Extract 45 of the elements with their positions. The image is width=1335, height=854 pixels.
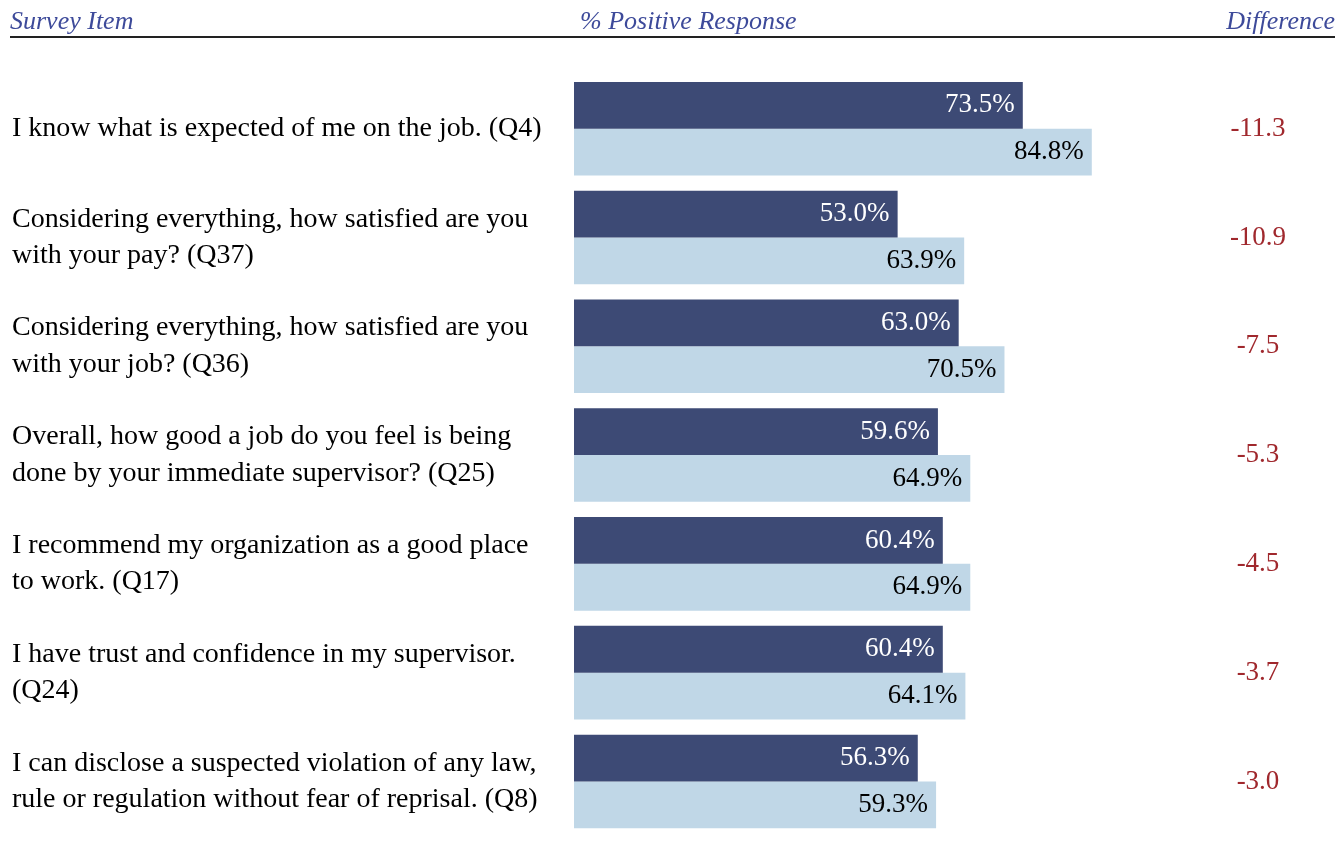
y-tick-label: I have trust and confidence in my supervisor. (Q24): [12, 636, 516, 705]
y-tick-label: I know what is expected of me on the job. (Q4): [12, 111, 542, 143]
y-axis-title: Survey Item: [10, 6, 134, 36]
data-label: 64.9%: [892, 570, 963, 601]
bar: [574, 190, 898, 238]
text: -3.7: [1236, 655, 1280, 686]
bar: [574, 455, 971, 502]
bar: [574, 734, 918, 782]
data-label: 60.4%: [865, 523, 935, 554]
text: -5.3: [1236, 438, 1280, 469]
bar: [574, 517, 943, 564]
text: -11.3: [1230, 111, 1286, 142]
bar: [574, 299, 959, 347]
y-tick-label: I recommend my organization as a good place to work. (Q17): [12, 528, 529, 596]
data-label: 64.9%: [892, 461, 963, 492]
x-axis-title: % Positive Response: [580, 6, 797, 36]
bar: [574, 82, 1023, 129]
text: -3.0: [1236, 764, 1280, 795]
bar: [574, 128, 1092, 176]
bar: [574, 346, 1005, 394]
bar: [574, 672, 966, 720]
bar: [574, 237, 965, 285]
data-label: 63.9%: [886, 244, 957, 275]
text: Difference: [1226, 6, 1335, 36]
data-label: 84.8%: [1014, 135, 1084, 166]
text: -4.5: [1236, 546, 1280, 577]
y-tick-label: Considering everything, how satisfied are you with your pay? (Q37): [12, 201, 529, 270]
text: -10.9: [1229, 220, 1287, 251]
y-tick-label: Considering everything, how satisfied are you with your job? (Q36): [12, 310, 529, 378]
data-label: 73.5%: [945, 88, 1015, 119]
y-tick-label: I can disclose a suspected violation of any law, rule or regulation without fear of reprisal. (Q8): [12, 745, 538, 813]
data-label: 64.1%: [887, 679, 958, 710]
bar: [574, 563, 971, 611]
data-label: 56.3%: [840, 741, 910, 772]
bar: [574, 781, 937, 829]
bar: [574, 625, 943, 673]
bar: [574, 408, 938, 456]
data-label: 53.0%: [819, 197, 890, 228]
text: -7.5: [1236, 329, 1280, 360]
y-tick-label: Overall, how good a job do you feel is being done by your immediate supervisor? (Q25): [12, 419, 512, 487]
data-label: 59.6%: [860, 414, 930, 445]
data-label: 63.0%: [880, 306, 951, 337]
data-label: 70.5%: [926, 352, 997, 383]
data-label: 60.4%: [865, 632, 935, 663]
data-label: 59.3%: [858, 787, 929, 818]
